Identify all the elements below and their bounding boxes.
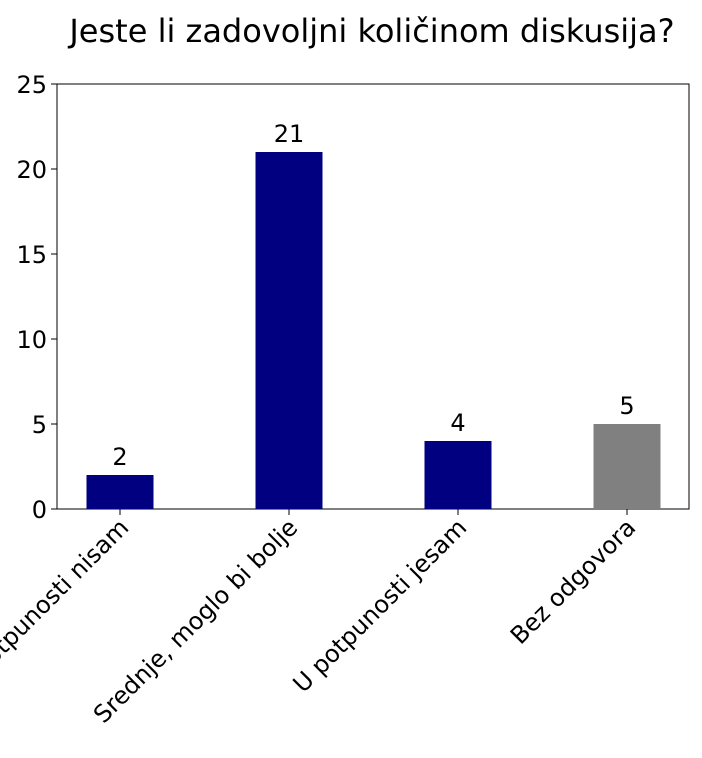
plot-frame xyxy=(56,83,690,510)
y-tick-label: 10 xyxy=(16,326,47,354)
bar xyxy=(255,152,323,509)
bar xyxy=(424,441,492,509)
y-tick-label: 20 xyxy=(16,156,47,184)
x-tick-label: U potpunosti jesam xyxy=(288,513,473,698)
y-tick-label: 5 xyxy=(32,411,47,439)
value-label: 5 xyxy=(619,392,634,420)
y-tick-label: 25 xyxy=(16,71,47,99)
y-tick-label: 0 xyxy=(32,496,47,524)
x-tick-label: U potpunosti nisam xyxy=(0,513,134,698)
value-label: 2 xyxy=(112,443,127,471)
bar xyxy=(86,475,154,509)
value-label: 21 xyxy=(274,120,305,148)
bar xyxy=(593,424,661,509)
x-tick-label: Bez odgovora xyxy=(505,513,641,649)
chart-title: Jeste li zadovoljni količinom diskusija? xyxy=(67,12,674,50)
y-tick-label: 15 xyxy=(16,241,47,269)
value-label: 4 xyxy=(450,409,465,437)
